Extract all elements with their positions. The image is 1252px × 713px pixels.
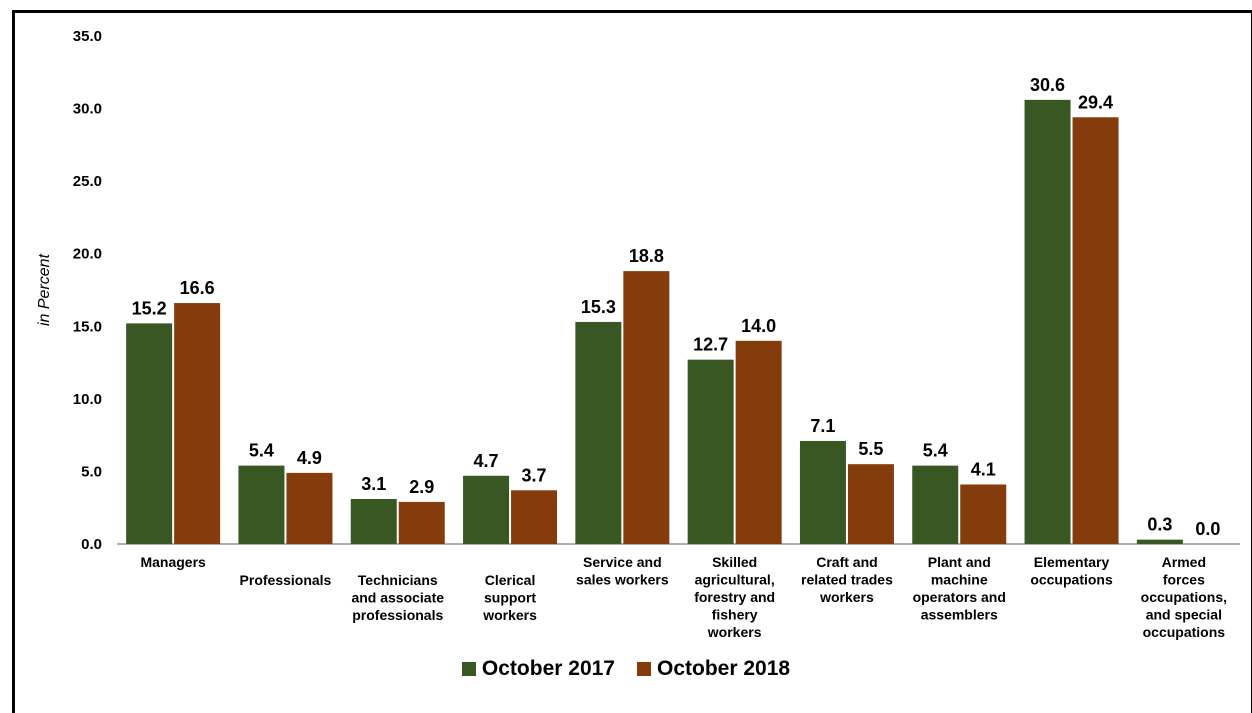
category-label: occupations: [1143, 624, 1226, 640]
category-label: assemblers: [921, 607, 998, 623]
chart-bars: [126, 99, 1183, 544]
bar-2-3: [511, 490, 558, 544]
category-label: machine: [931, 572, 988, 588]
bar-1-2: [350, 499, 397, 544]
bar-2-2: [398, 501, 445, 544]
category-label: Clerical: [485, 572, 536, 588]
bar-2-4: [623, 271, 670, 544]
category-label: Managers: [140, 554, 206, 570]
bar-1-9: [1136, 539, 1183, 544]
category-label: Professionals: [240, 572, 332, 588]
data-label: 2.9: [409, 477, 434, 497]
category-label: workers: [707, 624, 762, 640]
category-label: Skilled: [712, 554, 757, 570]
category-label: and associate: [351, 590, 444, 606]
data-label: 5.4: [249, 441, 274, 461]
category-label: support: [484, 590, 536, 606]
bar-1-1: [238, 465, 285, 544]
legend-item-series-1: October 2017: [461, 657, 615, 681]
legend-swatch-series-2: [637, 662, 651, 676]
bar-1-4: [575, 321, 622, 544]
data-label: 3.1: [361, 474, 386, 494]
category-label: forces: [1163, 572, 1205, 588]
category-label: Service and: [583, 554, 662, 570]
category-label: operators and: [913, 589, 1006, 605]
bar-2-6: [847, 464, 894, 544]
bar-chart: 0.0 5.0 10.0 15.0 20.0 25.0 30.0 35.0 in Percent…: [36, 28, 1240, 640]
legend-item-series-2: October 2018: [637, 657, 790, 681]
bar-2-0: [174, 303, 221, 544]
y-tick-label: 10.0: [73, 391, 102, 408]
category-label: Elementary: [1034, 554, 1110, 570]
category-label: fishery: [712, 607, 758, 623]
data-label: 30.6: [1030, 75, 1065, 95]
data-label: 16.6: [180, 278, 215, 298]
category-label: Craft and: [816, 554, 877, 570]
legend-label-series-2: October 2018: [657, 657, 791, 680]
data-label: 29.4: [1078, 92, 1113, 112]
y-tick-label: 0.0: [81, 536, 102, 553]
category-label: professionals: [352, 607, 443, 623]
bar-1-7: [912, 465, 959, 544]
category-label: workers: [482, 607, 537, 623]
category-label: Armed: [1162, 554, 1206, 570]
category-label: Technicians: [358, 572, 438, 588]
y-tick-label: 5.0: [81, 463, 102, 480]
y-tick-label: 35.0: [73, 28, 102, 45]
category-label: agricultural,: [695, 572, 775, 588]
data-label: 5.5: [858, 439, 883, 459]
data-label: 4.9: [297, 448, 322, 468]
category-label: Plant and: [928, 554, 991, 570]
legend-swatch-series-1: [461, 662, 476, 676]
bar-1-8: [1024, 99, 1071, 544]
legend-label-series-1: October 2017: [481, 657, 615, 680]
data-label: 0.3: [1147, 515, 1172, 535]
y-tick-label: 15.0: [73, 318, 102, 335]
y-tick-label: 20.0: [73, 246, 102, 263]
bar-1-6: [799, 440, 846, 544]
y-axis-label: in Percent: [36, 253, 53, 326]
chart-category-labels: Managers Professionals Technicians and asso…: [140, 554, 1227, 640]
data-label: 15.3: [581, 297, 616, 317]
bar-1-5: [687, 359, 734, 544]
category-label: workers: [819, 589, 874, 605]
data-label: 18.8: [629, 246, 664, 266]
data-label: 7.1: [810, 416, 835, 436]
category-label: related trades: [801, 572, 893, 588]
category-label: occupations: [1030, 572, 1113, 588]
bar-1-3: [463, 475, 510, 544]
category-label: occupations,: [1141, 589, 1227, 605]
chart-axes: 0.0 5.0 10.0 15.0 20.0 25.0 30.0 35.0 in Percent: [36, 28, 1240, 553]
bar-2-7: [960, 484, 1007, 544]
category-label: forestry and: [694, 589, 775, 605]
y-tick-label: 30.0: [73, 101, 102, 118]
data-label: 5.4: [923, 441, 948, 461]
data-label: 14.0: [741, 316, 776, 336]
data-label: 3.7: [522, 465, 547, 485]
category-label: and special: [1146, 607, 1222, 623]
bar-2-5: [735, 340, 782, 544]
bar-2-1: [286, 472, 333, 544]
bar-1-0: [126, 323, 173, 544]
data-label: 4.1: [971, 459, 996, 479]
data-label: 12.7: [693, 335, 728, 355]
data-label: 15.2: [132, 298, 167, 318]
data-label: 4.7: [474, 451, 499, 471]
chart-legend: October 2017 October 2018: [0, 657, 1252, 681]
category-label: sales workers: [576, 572, 669, 588]
data-label: 0.0: [1195, 519, 1220, 539]
y-tick-label: 25.0: [73, 173, 102, 190]
chart-data-labels: 15.2 16.6 5.4 4.9 3.1 2.9 4.7 3.7 15.3 18.8 12.7 14…: [132, 75, 1221, 539]
bar-2-8: [1072, 117, 1119, 544]
